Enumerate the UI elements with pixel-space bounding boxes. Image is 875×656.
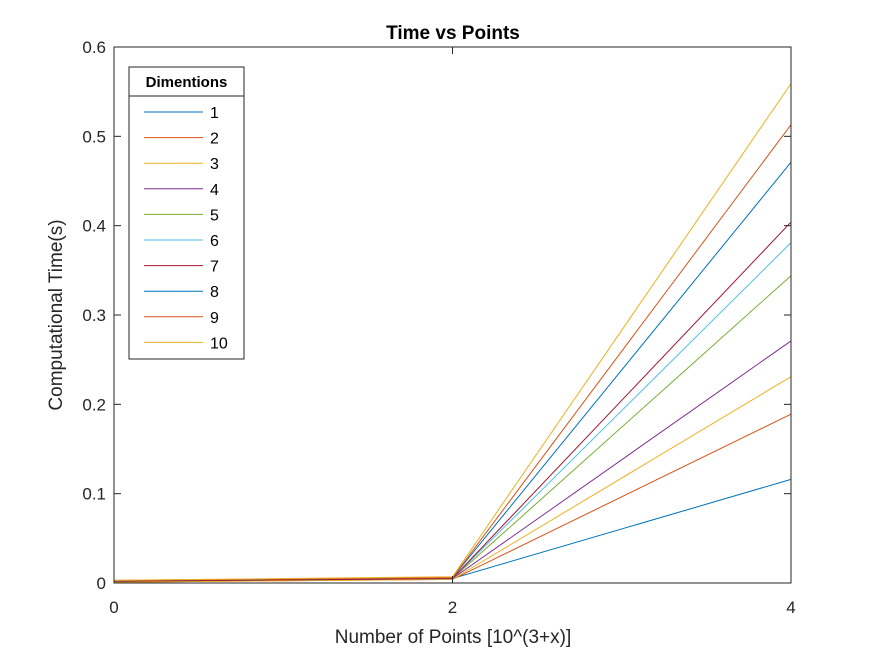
y-tick-label: 0.4 (82, 217, 106, 236)
chart-title: Time vs Points (386, 23, 520, 44)
y-tick-label: 0.2 (82, 395, 106, 414)
legend-label: 7 (210, 259, 219, 276)
legend-item: 3 (144, 156, 219, 173)
y-tick-label: 0.5 (82, 127, 106, 146)
x-axis-label: Number of Points [10^(3+x)] (335, 627, 572, 648)
x-tick-label: 4 (786, 598, 795, 617)
y-axis-label: Computational Time(s) (46, 219, 67, 410)
x-tick-label: 0 (109, 598, 118, 617)
legend-label: 3 (210, 156, 219, 173)
legend-item: 1 (144, 105, 219, 122)
legend-item: 10 (144, 335, 228, 352)
legend-item: 2 (144, 131, 219, 148)
y-axis: 0 0.1 0.2 0.3 0.4 0.5 0.6 (82, 38, 791, 593)
legend-label: 6 (210, 233, 219, 250)
legend-label: 10 (210, 335, 228, 352)
legend-label: 1 (210, 105, 219, 122)
legend: Dimentions 1 2 3 4 5 6 7 8 9 10 (128, 66, 245, 360)
legend-items: 1 2 3 4 5 6 7 8 9 10 (144, 105, 228, 352)
legend-title: Dimentions (146, 74, 228, 91)
legend-label: 8 (210, 284, 219, 301)
y-tick-label: 0.1 (82, 485, 106, 504)
x-axis: 0 2 4 (109, 47, 796, 617)
legend-label: 2 (210, 131, 219, 148)
legend-label: 9 (210, 310, 219, 327)
y-tick-label: 0.6 (82, 38, 106, 57)
y-tick-label: 0 (97, 574, 106, 593)
legend-item: 6 (144, 233, 219, 250)
legend-item: 4 (144, 182, 219, 199)
y-tick-label: 0.3 (82, 306, 106, 325)
legend-label: 5 (210, 207, 219, 224)
legend-box (128, 66, 245, 360)
legend-item: 7 (144, 259, 219, 276)
x-tick-label: 2 (448, 598, 457, 617)
legend-label: 4 (210, 182, 219, 199)
legend-item: 5 (144, 207, 219, 224)
legend-item: 8 (144, 284, 219, 301)
legend-item: 9 (144, 310, 219, 327)
